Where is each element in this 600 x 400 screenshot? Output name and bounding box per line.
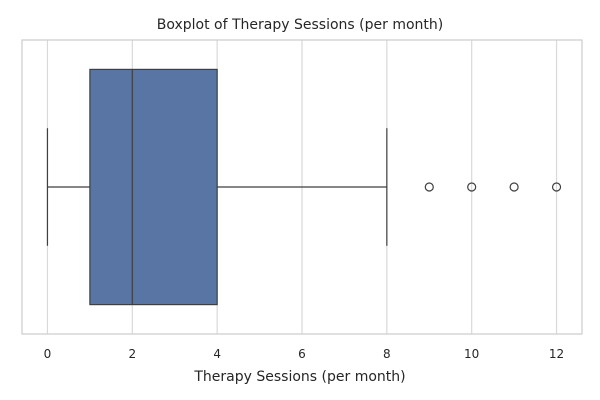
x-tick-label: 0 [44,347,52,361]
x-axis-ticks: 0 2 4 6 8 10 12 [44,347,565,361]
x-tick-label: 6 [298,347,306,361]
x-tick-label: 8 [383,347,391,361]
plot-frame [21,39,583,335]
x-tick-label: 4 [213,347,221,361]
iqr-box [89,68,218,306]
x-tick-label: 12 [549,347,564,361]
outlier-point [509,182,519,192]
x-tick-label: 10 [464,347,479,361]
outlier-point [551,182,562,192]
outlier-point [467,182,477,192]
chart-title: Boxplot of Therapy Sessions (per month) [157,17,443,33]
x-tick-label: 2 [128,347,136,361]
boxplot-series [46,68,562,306]
x-axis-label: Therapy Sessions (per month) [193,369,405,385]
outlier-point [424,182,434,192]
